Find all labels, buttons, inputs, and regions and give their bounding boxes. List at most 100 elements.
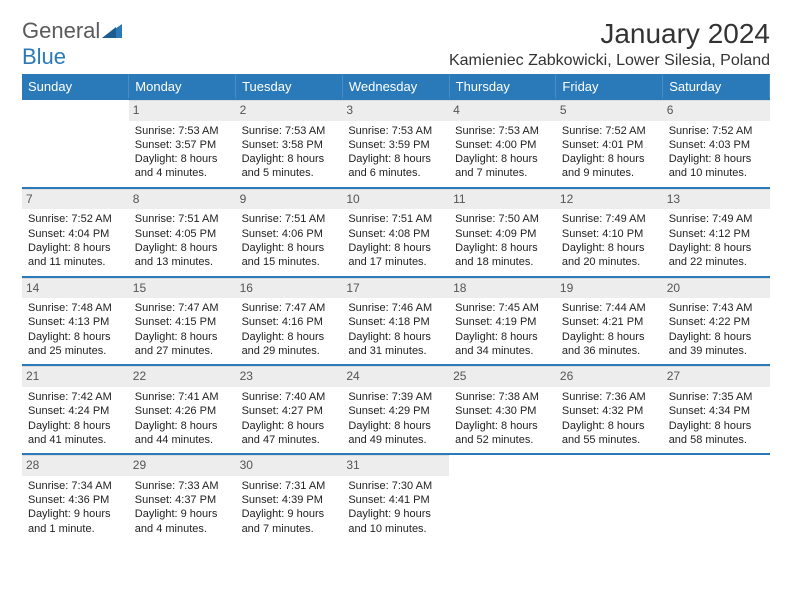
day-detail: Sunrise: 7:43 AM <box>669 301 764 315</box>
day-detail: Sunset: 4:10 PM <box>562 227 657 241</box>
day-detail: Daylight: 8 hours and 55 minutes. <box>562 419 657 448</box>
calendar-cell <box>663 454 770 542</box>
day-detail: Sunrise: 7:53 AM <box>348 124 443 138</box>
calendar-cell: 25Sunrise: 7:38 AMSunset: 4:30 PMDayligh… <box>449 365 556 454</box>
day-detail: Sunset: 3:58 PM <box>242 138 337 152</box>
day-detail: Sunrise: 7:45 AM <box>455 301 550 315</box>
day-detail: Sunrise: 7:42 AM <box>28 390 123 404</box>
calendar-cell: 20Sunrise: 7:43 AMSunset: 4:22 PMDayligh… <box>663 277 770 366</box>
calendar-cell: 28 Sunrise: 7:34 AMSunset: 4:36 PMDayligh… <box>22 454 129 542</box>
day-detail: Daylight: 8 hours and 11 minutes. <box>28 241 123 270</box>
calendar-cell: 13Sunrise: 7:49 AMSunset: 4:12 PMDayligh… <box>663 188 770 277</box>
day-detail: Sunset: 4:00 PM <box>455 138 550 152</box>
calendar-cell: 9Sunrise: 7:51 AMSunset: 4:06 PMDaylight… <box>236 188 343 277</box>
day-detail: Sunrise: 7:52 AM <box>562 124 657 138</box>
day-detail: Daylight: 8 hours and 6 minutes. <box>348 152 443 181</box>
day-detail: Sunrise: 7:35 AM <box>669 390 764 404</box>
brand-text-b: Blue <box>22 44 66 69</box>
day-number: 23 <box>236 366 343 387</box>
calendar-cell: 18Sunrise: 7:45 AMSunset: 4:19 PMDayligh… <box>449 277 556 366</box>
day-detail: Sunrise: 7:52 AM <box>28 212 123 226</box>
day-detail: Sunset: 4:03 PM <box>669 138 764 152</box>
calendar-cell: 2Sunrise: 7:53 AMSunset: 3:58 PMDaylight… <box>236 99 343 188</box>
day-detail: Sunrise: 7:34 AM <box>28 479 123 493</box>
day-detail: Daylight: 8 hours and 22 minutes. <box>669 241 764 270</box>
calendar-cell: 27Sunrise: 7:35 AMSunset: 4:34 PMDayligh… <box>663 365 770 454</box>
day-number: 19 <box>556 278 663 299</box>
day-detail: Daylight: 8 hours and 27 minutes. <box>135 330 230 359</box>
day-number: 10 <box>342 189 449 210</box>
calendar-cell: 23Sunrise: 7:40 AMSunset: 4:27 PMDayligh… <box>236 365 343 454</box>
day-detail: Daylight: 8 hours and 7 minutes. <box>455 152 550 181</box>
day-detail: Daylight: 8 hours and 34 minutes. <box>455 330 550 359</box>
day-detail: Sunset: 3:59 PM <box>348 138 443 152</box>
day-detail: Daylight: 9 hours and 10 minutes. <box>348 507 443 536</box>
day-detail: Sunrise: 7:53 AM <box>455 124 550 138</box>
day-detail: Sunrise: 7:53 AM <box>135 124 230 138</box>
day-detail: Daylight: 8 hours and 9 minutes. <box>562 152 657 181</box>
day-number: 28 <box>22 455 129 476</box>
day-number: 29 <box>129 455 236 476</box>
page-title: January 2024 <box>449 18 770 50</box>
calendar-cell: 4 Sunrise: 7:53 AMSunset: 4:00 PMDaylight… <box>449 99 556 188</box>
day-detail: Sunset: 4:09 PM <box>455 227 550 241</box>
brand-text-a: General <box>22 18 100 43</box>
calendar-cell: 30Sunrise: 7:31 AMSunset: 4:39 PMDayligh… <box>236 454 343 542</box>
day-detail: Sunset: 4:04 PM <box>28 227 123 241</box>
day-number: 12 <box>556 189 663 210</box>
day-detail: Sunrise: 7:49 AM <box>562 212 657 226</box>
day-detail: Sunset: 4:29 PM <box>348 404 443 418</box>
day-number: 18 <box>449 278 556 299</box>
day-number: 13 <box>663 189 770 210</box>
calendar-cell: 29Sunrise: 7:33 AMSunset: 4:37 PMDayligh… <box>129 454 236 542</box>
day-detail: Sunrise: 7:40 AM <box>242 390 337 404</box>
day-detail: Daylight: 8 hours and 39 minutes. <box>669 330 764 359</box>
day-header: Tuesday <box>236 75 343 99</box>
day-detail: Sunrise: 7:51 AM <box>348 212 443 226</box>
day-detail: Sunrise: 7:50 AM <box>455 212 550 226</box>
day-detail: Daylight: 8 hours and 41 minutes. <box>28 419 123 448</box>
day-number: 11 <box>449 189 556 210</box>
calendar-cell: 10Sunrise: 7:51 AMSunset: 4:08 PMDayligh… <box>342 188 449 277</box>
logo-triangle-icon <box>102 18 122 44</box>
calendar-cell: 12 Sunrise: 7:49 AMSunset: 4:10 PMDayligh… <box>556 188 663 277</box>
day-header: Monday <box>129 75 236 99</box>
day-detail: Sunset: 4:22 PM <box>669 315 764 329</box>
day-header: Friday <box>556 75 663 99</box>
day-header: Sunday <box>22 75 129 99</box>
day-number: 6 <box>663 100 770 121</box>
day-detail: Sunrise: 7:41 AM <box>135 390 230 404</box>
day-detail: Sunset: 4:12 PM <box>669 227 764 241</box>
day-detail: Sunrise: 7:38 AM <box>455 390 550 404</box>
day-detail: Sunrise: 7:51 AM <box>242 212 337 226</box>
day-detail: Sunrise: 7:46 AM <box>348 301 443 315</box>
day-detail: Daylight: 8 hours and 20 minutes. <box>562 241 657 270</box>
calendar-cell: 5Sunrise: 7:52 AMSunset: 4:01 PMDaylight… <box>556 99 663 188</box>
day-detail: Sunset: 4:08 PM <box>348 227 443 241</box>
day-detail: Daylight: 9 hours and 1 minute. <box>28 507 123 536</box>
day-detail: Sunset: 4:37 PM <box>135 493 230 507</box>
calendar-cell <box>22 99 129 188</box>
day-number: 27 <box>663 366 770 387</box>
brand-logo: General Blue <box>22 18 122 70</box>
day-detail: Sunset: 4:36 PM <box>28 493 123 507</box>
day-detail: Sunset: 4:34 PM <box>669 404 764 418</box>
day-detail: Sunset: 4:30 PM <box>455 404 550 418</box>
day-detail: Sunset: 4:13 PM <box>28 315 123 329</box>
day-detail: Sunrise: 7:52 AM <box>669 124 764 138</box>
day-detail: Sunrise: 7:48 AM <box>28 301 123 315</box>
day-detail: Daylight: 9 hours and 4 minutes. <box>135 507 230 536</box>
calendar-cell: 22Sunrise: 7:41 AMSunset: 4:26 PMDayligh… <box>129 365 236 454</box>
day-detail: Sunset: 4:21 PM <box>562 315 657 329</box>
day-detail: Daylight: 8 hours and 52 minutes. <box>455 419 550 448</box>
day-detail: Daylight: 8 hours and 36 minutes. <box>562 330 657 359</box>
day-header: Wednesday <box>342 75 449 99</box>
calendar-cell <box>556 454 663 542</box>
calendar-cell <box>449 454 556 542</box>
day-detail: Sunset: 4:01 PM <box>562 138 657 152</box>
day-detail: Daylight: 8 hours and 49 minutes. <box>348 419 443 448</box>
day-detail: Sunset: 4:39 PM <box>242 493 337 507</box>
day-detail: Sunrise: 7:51 AM <box>135 212 230 226</box>
day-number: 4 <box>449 100 556 121</box>
calendar-cell: 16Sunrise: 7:47 AMSunset: 4:16 PMDayligh… <box>236 277 343 366</box>
